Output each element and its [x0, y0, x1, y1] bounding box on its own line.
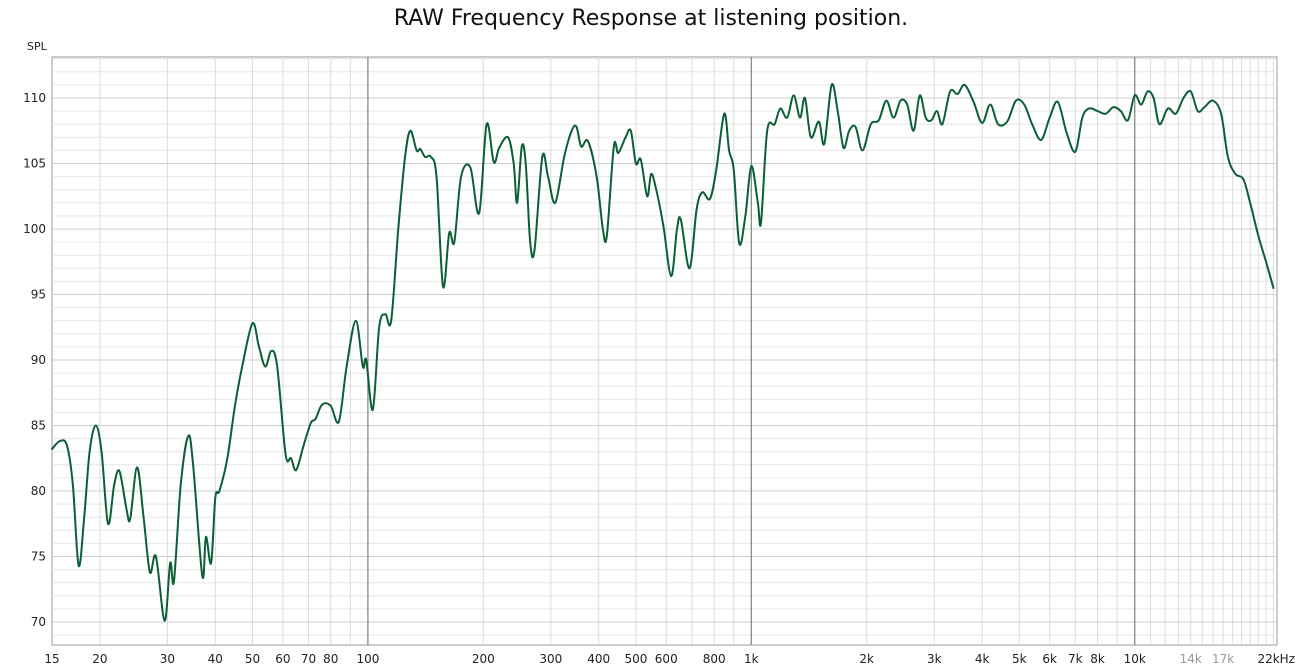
response-series-line	[51, 83, 1275, 622]
x-tick-label: 5k	[1012, 652, 1027, 666]
y-tick-label: 95	[31, 288, 46, 302]
y-tick-label: 100	[23, 222, 46, 236]
x-tick-label: 15	[44, 652, 59, 666]
y-tick-label: 80	[31, 484, 46, 498]
x-tick-label: 14k	[1180, 652, 1202, 666]
y-tick-label: 70	[31, 615, 46, 629]
y-axis-label: SPL	[27, 40, 48, 53]
x-tick-label: 7k	[1068, 652, 1083, 666]
y-tick-label: 105	[23, 157, 46, 171]
grid-minor	[52, 57, 1277, 645]
y-tick-label: 85	[31, 419, 46, 433]
x-tick-label: 200	[472, 652, 495, 666]
x-tick-label: 800	[703, 652, 726, 666]
x-tick-label: 300	[539, 652, 562, 666]
x-tick-label: 17k	[1212, 652, 1234, 666]
x-tick-label: 20	[92, 652, 107, 666]
x-tick-label: 10k	[1124, 652, 1146, 666]
x-axis-ticks: 15 20 30 40 50 60 70 80 100 200 300 400 500 600 800 1k 2…	[44, 652, 1295, 666]
y-tick-label: 75	[31, 550, 46, 564]
chart-title: RAW Frequency Response at listening posi…	[393, 6, 909, 31]
x-tick-label: 22kHz	[1257, 652, 1295, 666]
y-tick-label: 90	[31, 353, 46, 367]
x-tick-label: 400	[587, 652, 610, 666]
x-tick-label: 80	[323, 652, 338, 666]
x-tick-label: 6k	[1042, 652, 1057, 666]
x-tick-label: 30	[160, 652, 175, 666]
y-axis-ticks: 70 75 80 85 90 95 100 105 110	[23, 91, 46, 629]
y-tick-label: 110	[23, 91, 46, 105]
x-tick-label: 8k	[1090, 652, 1105, 666]
x-tick-label: 3k	[927, 652, 942, 666]
x-tick-label: 2k	[859, 652, 874, 666]
x-tick-label: 600	[655, 652, 678, 666]
x-tick-label: 500	[624, 652, 647, 666]
x-tick-label: 4k	[975, 652, 990, 666]
x-tick-label: 40	[208, 652, 223, 666]
plot-area	[51, 56, 1278, 646]
x-tick-label: 70	[301, 652, 316, 666]
x-tick-label: 50	[245, 652, 260, 666]
x-tick-label: 100	[356, 652, 379, 666]
x-tick-label: 1k	[744, 652, 759, 666]
x-tick-label: 60	[275, 652, 290, 666]
